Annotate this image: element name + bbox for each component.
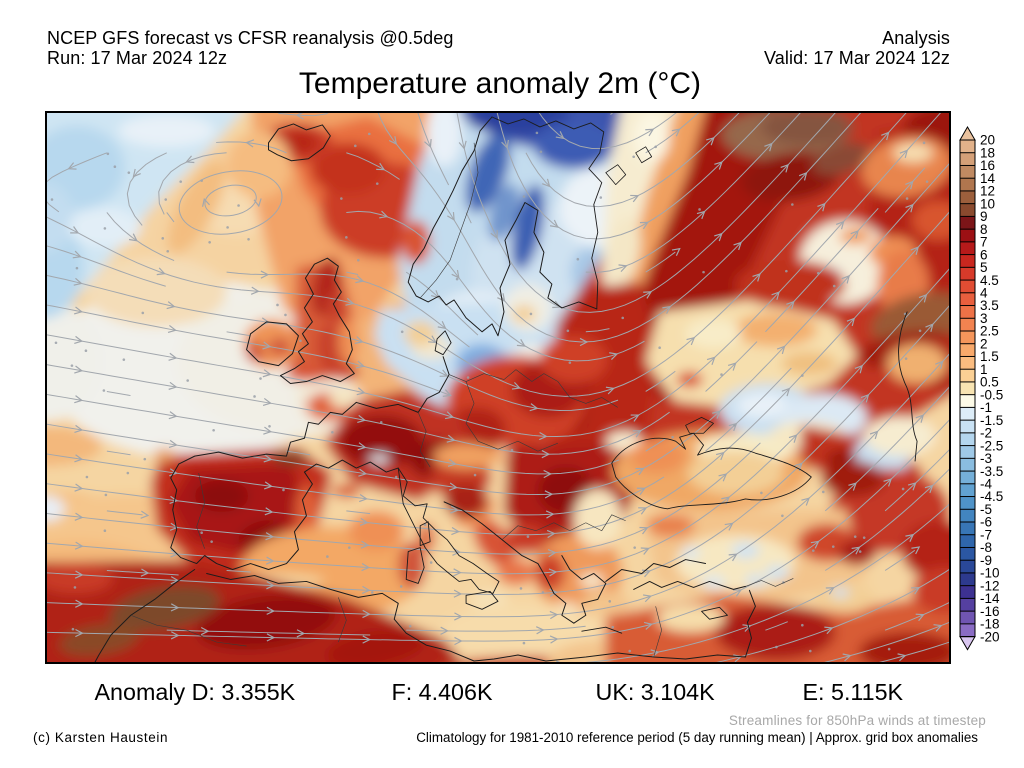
svg-text:-3: -3	[980, 451, 992, 466]
svg-text:1: 1	[980, 362, 988, 377]
svg-text:-2: -2	[980, 426, 992, 441]
svg-text:5: 5	[980, 260, 988, 275]
svg-text:6: 6	[980, 247, 988, 262]
svg-text:8: 8	[980, 222, 988, 237]
svg-text:9: 9	[980, 209, 988, 224]
svg-text:-3.5: -3.5	[980, 464, 1003, 479]
svg-text:3.5: 3.5	[980, 298, 999, 313]
svg-text:-1: -1	[980, 400, 992, 415]
svg-text:14: 14	[980, 171, 996, 186]
svg-text:2: 2	[980, 336, 988, 351]
svg-text:-10: -10	[980, 566, 1000, 581]
svg-text:-20: -20	[980, 629, 1000, 644]
svg-text:4: 4	[980, 286, 988, 301]
svg-text:1.5: 1.5	[980, 349, 999, 364]
svg-text:-7: -7	[980, 527, 992, 542]
svg-text:16: 16	[980, 158, 995, 173]
svg-text:-16: -16	[980, 604, 1000, 619]
svg-text:-5: -5	[980, 502, 992, 517]
svg-text:2.5: 2.5	[980, 324, 999, 339]
svg-text:-4: -4	[980, 477, 992, 492]
svg-text:4.5: 4.5	[980, 273, 999, 288]
svg-text:0.5: 0.5	[980, 375, 999, 390]
svg-text:-1.5: -1.5	[980, 413, 1003, 428]
svg-text:-0.5: -0.5	[980, 387, 1003, 402]
svg-text:-18: -18	[980, 617, 1000, 632]
svg-text:-6: -6	[980, 515, 992, 530]
svg-text:3: 3	[980, 311, 988, 326]
svg-text:18: 18	[980, 145, 995, 160]
svg-text:12: 12	[980, 184, 995, 199]
svg-text:-8: -8	[980, 540, 992, 555]
svg-text:20: 20	[980, 133, 995, 148]
svg-text:-9: -9	[980, 553, 992, 568]
svg-text:10: 10	[980, 196, 995, 211]
svg-text:7: 7	[980, 235, 988, 250]
svg-text:-12: -12	[980, 578, 1000, 593]
svg-text:-14: -14	[980, 591, 1000, 606]
svg-text:-2.5: -2.5	[980, 438, 1003, 453]
svg-text:-4.5: -4.5	[980, 489, 1003, 504]
